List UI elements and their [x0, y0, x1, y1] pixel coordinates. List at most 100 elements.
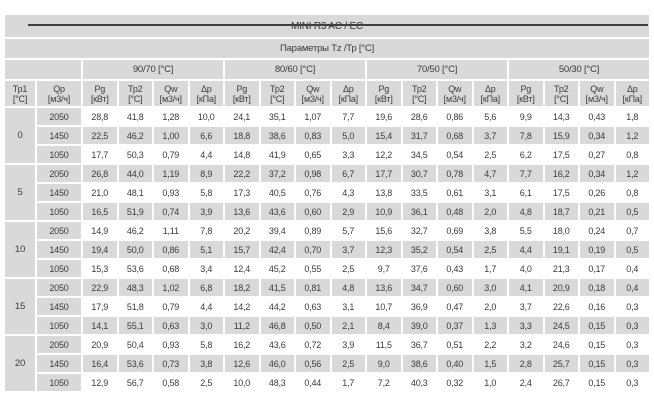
value-cell: 18,8: [225, 127, 259, 144]
value-cell: 32,7: [402, 222, 436, 239]
value-cell: 2,5: [189, 374, 223, 391]
value-cell: 50,4: [118, 336, 152, 353]
col-header-label: Pg: [520, 83, 532, 94]
value-cell: 46,2: [118, 127, 152, 144]
regime-header-70-50: 70/50 [°C]: [367, 60, 507, 79]
value-cell: 35,2: [402, 241, 436, 258]
value-cell: 50,3: [118, 146, 152, 163]
value-cell: 14,2: [225, 298, 259, 315]
value-cell: 7,7: [509, 165, 543, 182]
value-cell: 4,8: [331, 279, 365, 296]
value-cell: 6,2: [509, 146, 543, 163]
value-cell: 18,2: [225, 279, 259, 296]
col-header-unit: [кПа]: [622, 93, 643, 104]
value-cell: 0,79: [154, 146, 188, 163]
tr1-header-label: Тр1: [12, 83, 28, 94]
table-row: 1050 17,7 50,3 0,79 4,4 14,8 41,9 0,65 3,3 12,2 34…: [5, 146, 649, 163]
value-cell: 0,60: [438, 279, 472, 296]
value-cell: 5,5: [509, 222, 543, 239]
value-cell: 14,9: [83, 222, 117, 239]
value-cell: 39,0: [402, 317, 436, 334]
value-cell: 18,0: [544, 222, 578, 239]
value-cell: 16,2: [225, 336, 259, 353]
col-header-label: Qw: [590, 83, 604, 94]
col-header-label: Тр2: [270, 83, 285, 94]
value-cell: 6,1: [509, 184, 543, 201]
col-header-unit: [кВт]: [374, 93, 393, 104]
value-cell: 0,15: [580, 317, 614, 334]
value-cell: 0,43: [438, 260, 472, 277]
value-cell: 14,8: [225, 146, 259, 163]
value-cell: 1,28: [154, 108, 188, 125]
col-header-label: Pg: [378, 83, 390, 94]
qp-cell: 1450: [37, 127, 81, 144]
tr1-group-cell: 10: [5, 222, 35, 277]
qp-cell: 1450: [37, 184, 81, 201]
value-cell: 17,3: [225, 184, 259, 201]
value-cell: 3,4: [189, 260, 223, 277]
value-cell: 40,5: [260, 184, 294, 201]
value-cell: 1,7: [473, 260, 507, 277]
value-cell: 0,81: [296, 279, 330, 296]
value-cell: 0,16: [580, 298, 614, 315]
value-cell: 3,3: [331, 146, 365, 163]
value-cell: 9,7: [367, 260, 401, 277]
col-header-qw: Qw [м3/ч]: [580, 81, 614, 106]
value-cell: 13,6: [367, 279, 401, 296]
value-cell: 53,6: [118, 260, 152, 277]
value-cell: 0,54: [438, 241, 472, 258]
col-header-unit: [кПа]: [480, 93, 501, 104]
value-cell: 7,7: [331, 108, 365, 125]
value-cell: 3,1: [331, 298, 365, 315]
value-cell: 18,7: [544, 203, 578, 220]
regime-header-90-70: 90/70 [°C]: [83, 60, 223, 79]
value-cell: 0,68: [154, 260, 188, 277]
value-cell: 6,6: [189, 127, 223, 144]
value-cell: 0,15: [580, 336, 614, 353]
value-cell: 5,7: [331, 222, 365, 239]
value-cell: 0,48: [438, 203, 472, 220]
value-cell: 0,15: [580, 374, 614, 391]
value-cell: 1,00: [154, 127, 188, 144]
value-cell: 0,51: [438, 336, 472, 353]
value-cell: 1,0: [473, 374, 507, 391]
value-cell: 4,8: [509, 203, 543, 220]
value-cell: 20,9: [83, 336, 117, 353]
value-cell: 0,54: [438, 146, 472, 163]
value-cell: 46,8: [260, 317, 294, 334]
tr1-header-unit: [°C]: [12, 93, 28, 104]
value-cell: 0,27: [580, 146, 614, 163]
col-header-label: Тр2: [554, 83, 569, 94]
value-cell: 0,73: [154, 355, 188, 372]
value-cell: 22,5: [83, 127, 117, 144]
qp-header-unit: [м3/ч]: [47, 93, 71, 104]
value-cell: 5,8: [189, 336, 223, 353]
value-cell: 24,1: [225, 108, 259, 125]
value-cell: 5,6: [473, 108, 507, 125]
col-header-unit: [м3/ч]: [301, 93, 324, 104]
value-cell: 38,6: [260, 127, 294, 144]
value-cell: 0,37: [438, 317, 472, 334]
value-cell: 16,4: [83, 355, 117, 372]
value-cell: 0,3: [615, 355, 649, 372]
value-cell: 13,8: [367, 184, 401, 201]
value-cell: 1,5: [473, 355, 507, 372]
qp-header-label: Qp: [53, 83, 65, 94]
value-cell: 0,44: [296, 374, 330, 391]
value-cell: 6,8: [189, 279, 223, 296]
value-cell: 38,6: [402, 355, 436, 372]
value-cell: 3,3: [509, 317, 543, 334]
qp-cell: 2050: [37, 165, 81, 182]
col-header-label: Δp: [626, 83, 638, 94]
value-cell: 0,43: [580, 108, 614, 125]
value-cell: 0,63: [154, 317, 188, 334]
table-row: 1450 17,9 51,8 0,79 4,4 14,2 44,2 0,63 3,1 10,7 36…: [5, 298, 649, 315]
value-cell: 0,40: [438, 355, 472, 372]
value-cell: 16,5: [83, 203, 117, 220]
value-cell: 45,2: [260, 260, 294, 277]
value-cell: 9,9: [509, 108, 543, 125]
value-cell: 2,9: [331, 203, 365, 220]
value-cell: 22,2: [225, 165, 259, 182]
subtitle-row: Параметры Tz /Тр [°C]: [5, 39, 649, 58]
value-cell: 0,55: [296, 260, 330, 277]
